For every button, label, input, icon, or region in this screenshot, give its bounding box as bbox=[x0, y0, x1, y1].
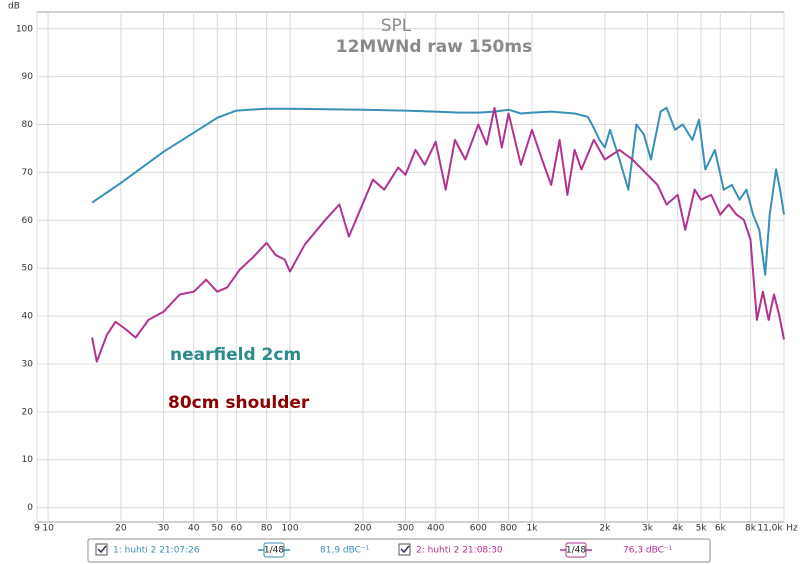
x-tick-label: 20 bbox=[115, 524, 127, 534]
x-tick-label: 4k bbox=[672, 524, 684, 534]
legend-level: 81,9 dBC⁻¹ bbox=[320, 546, 370, 556]
x-tick-label: 1k bbox=[527, 524, 539, 534]
legend-swatch-box bbox=[263, 542, 285, 558]
annotation: 80cm shoulder bbox=[168, 393, 310, 413]
y-tick-label: 0 bbox=[27, 503, 33, 513]
y-tick-label: 70 bbox=[22, 168, 34, 178]
legend-label: 1: huhti 2 21:07:26 bbox=[113, 546, 200, 556]
legend-swatch-box bbox=[565, 542, 587, 558]
y-tick-label: 90 bbox=[22, 72, 34, 82]
x-tick-label: 40 bbox=[188, 524, 200, 534]
x-tick-label: 60 bbox=[231, 524, 243, 534]
y-tick-label: 80 bbox=[22, 120, 34, 130]
x-unit: Hz bbox=[786, 524, 798, 534]
y-unit: dB bbox=[8, 2, 20, 12]
series-line bbox=[91, 106, 785, 276]
annotation: nearfield 2cm bbox=[170, 345, 301, 365]
legend-smoothing: 1/48 bbox=[264, 546, 284, 556]
y-tick-label: 100 bbox=[16, 24, 33, 34]
x-tick-label: 10 bbox=[42, 524, 54, 534]
legend-label: 2: huhti 2 21:08:30 bbox=[416, 546, 503, 556]
plot-area bbox=[36, 11, 785, 523]
y-tick-label: 60 bbox=[22, 216, 34, 226]
check-mark bbox=[400, 545, 410, 554]
y-tick-label: 40 bbox=[22, 312, 34, 322]
x-tick-label: 200 bbox=[354, 524, 371, 534]
y-tick-label: 10 bbox=[22, 455, 34, 465]
y-tick-label: 50 bbox=[22, 264, 34, 274]
x-tick-label: 600 bbox=[470, 524, 487, 534]
x-tick-label: 5k bbox=[696, 524, 708, 534]
grid bbox=[36, 12, 785, 522]
x-tick-label: 6k bbox=[715, 524, 727, 534]
chart-subtitle: 12MWNd raw 150ms bbox=[336, 37, 532, 57]
x-tick-label: 2k bbox=[599, 524, 611, 534]
chart-title: SPL bbox=[381, 16, 412, 36]
x-tick-label: 400 bbox=[427, 524, 444, 534]
x-tick-label: 80 bbox=[261, 524, 273, 534]
legend-smoothing: 1/48 bbox=[566, 546, 586, 556]
x-tick-label: 8k bbox=[745, 524, 757, 534]
lines bbox=[91, 106, 785, 363]
legend bbox=[87, 538, 711, 563]
x-tick-label: 9 bbox=[34, 524, 40, 534]
x-tick-label: 50 bbox=[211, 524, 223, 534]
checkbox[interactable] bbox=[95, 543, 108, 556]
x-tick-label: 30 bbox=[158, 524, 170, 534]
x-tick-label: 3k bbox=[642, 524, 654, 534]
y-tick-label: 20 bbox=[22, 407, 34, 417]
legend-level: 76,3 dBC⁻¹ bbox=[623, 546, 673, 556]
checkbox[interactable] bbox=[398, 543, 411, 556]
check-mark bbox=[97, 545, 107, 554]
y-tick-label: 30 bbox=[22, 359, 34, 369]
x-tick-label: 300 bbox=[397, 524, 414, 534]
series-line bbox=[91, 106, 785, 363]
x-tick-label: 800 bbox=[500, 524, 517, 534]
x-tick-label: 100 bbox=[281, 524, 298, 534]
x-tick-label: 11,0k bbox=[757, 524, 783, 534]
